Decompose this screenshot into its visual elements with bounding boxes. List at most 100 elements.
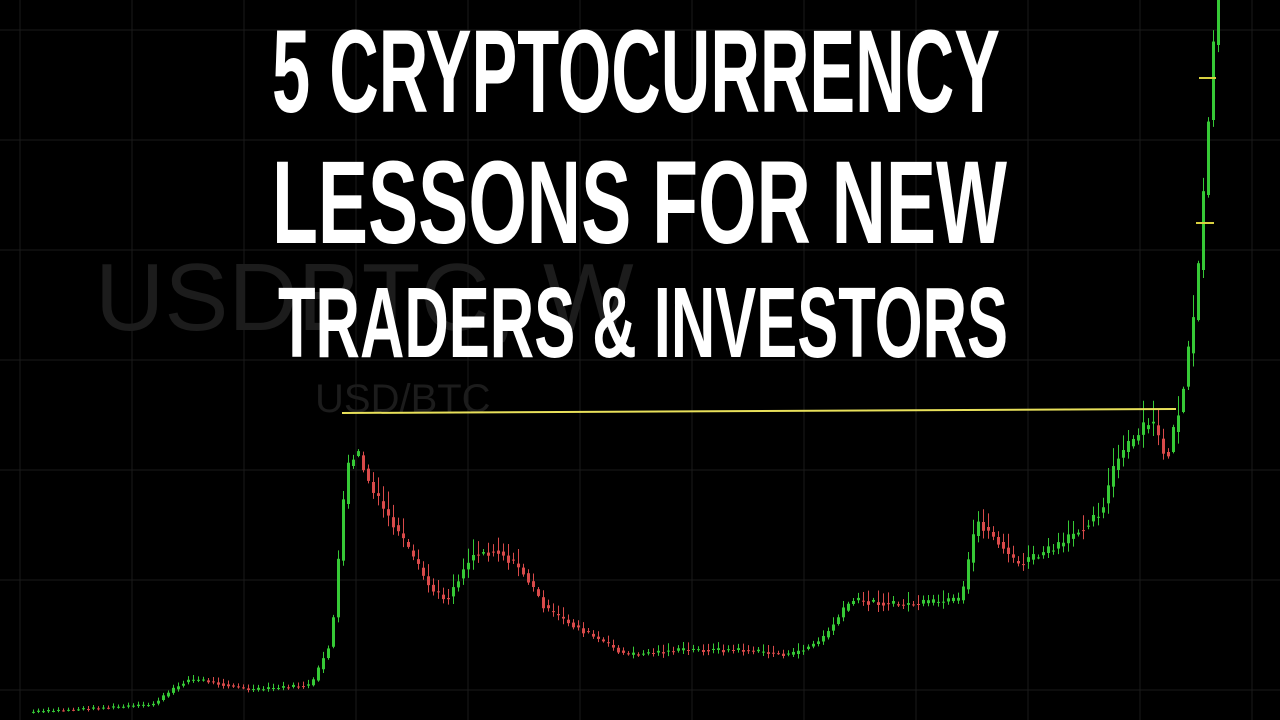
candle-body — [557, 614, 560, 616]
candle-body — [222, 683, 225, 686]
candle-body — [462, 569, 465, 579]
candle-body — [527, 573, 530, 583]
candle-body — [952, 597, 955, 602]
candle-body — [772, 652, 775, 654]
candle-body — [1152, 421, 1155, 424]
candle-body — [867, 601, 870, 605]
candle-body — [132, 705, 135, 707]
candle-body — [1072, 533, 1075, 539]
candle-body — [142, 704, 145, 706]
candle-body — [552, 611, 555, 613]
candle-body — [1112, 466, 1115, 487]
candle-body — [1062, 542, 1065, 547]
candle-body — [942, 601, 945, 603]
candle-body — [1092, 514, 1095, 522]
candle-body — [357, 451, 360, 456]
candle-body — [1007, 547, 1010, 554]
candle-body — [137, 704, 140, 707]
candle-body — [587, 631, 590, 633]
candle-body — [1067, 534, 1070, 544]
candle-body — [187, 679, 190, 683]
candle-body — [682, 648, 685, 651]
candle-body — [927, 600, 930, 604]
candle-body — [97, 708, 100, 710]
candle-body — [267, 687, 270, 689]
candle-body — [687, 650, 690, 651]
candle-body — [47, 710, 50, 712]
candle-body — [122, 706, 125, 708]
candle-body — [912, 604, 915, 606]
candle-body — [967, 559, 970, 590]
candle-body — [982, 522, 985, 531]
candle-body — [1002, 542, 1005, 549]
candle-body — [1147, 425, 1150, 430]
candle-body — [617, 647, 620, 653]
candle-body — [112, 706, 115, 708]
candle-body — [722, 650, 725, 653]
candle-body — [412, 550, 415, 557]
candle-body — [1167, 452, 1170, 457]
candle-body — [422, 567, 425, 576]
candle-body — [957, 597, 960, 601]
candle-body — [432, 584, 435, 592]
title-line: 5 CRYPTOCURRENCY — [272, 6, 1000, 138]
candle-body — [657, 650, 660, 653]
candle-body — [287, 687, 290, 689]
candle-body — [807, 646, 810, 649]
candle-body — [717, 648, 720, 650]
candle-body — [362, 455, 365, 471]
candle-body — [162, 695, 165, 700]
candle-body — [377, 493, 380, 496]
candle-body — [352, 459, 355, 466]
candle-body — [932, 599, 935, 603]
candle-body — [1197, 263, 1200, 320]
candle-body — [882, 602, 885, 606]
candle-body — [817, 641, 820, 644]
candle-body — [737, 648, 740, 650]
candle-body — [517, 563, 520, 568]
candle-body — [712, 648, 715, 650]
candle-body — [172, 687, 175, 693]
candle-body — [1102, 507, 1105, 513]
candle-body — [337, 558, 340, 618]
candle-body — [262, 689, 265, 691]
candle-body — [732, 650, 735, 651]
candle-body — [1117, 458, 1120, 470]
watermark-symbol: USDBTC, W — [95, 244, 634, 351]
candle-body — [1037, 557, 1040, 559]
candle-body — [207, 680, 210, 683]
candle-body — [242, 687, 245, 689]
candle-body — [397, 525, 400, 532]
candlesticks — [32, 0, 1220, 714]
candle-body — [1082, 530, 1085, 532]
candle-body — [77, 709, 80, 711]
candle-body — [532, 581, 535, 588]
candle-body — [1132, 438, 1135, 447]
candle-body — [1022, 564, 1025, 566]
candle-body — [157, 700, 160, 704]
candle-body — [217, 682, 220, 685]
candle-body — [877, 602, 880, 605]
candle-body — [1097, 516, 1100, 518]
candle-body — [1137, 435, 1140, 441]
candle-body — [512, 559, 515, 561]
candle-body — [252, 689, 255, 691]
candle-body — [467, 562, 470, 570]
candle-body — [827, 631, 830, 638]
candle-body — [437, 591, 440, 593]
candle-body — [147, 705, 150, 707]
candle-body — [702, 650, 705, 653]
candle-body — [692, 648, 695, 650]
candle-body — [647, 652, 650, 654]
candle-body — [792, 651, 795, 655]
candle-body — [1047, 546, 1050, 553]
candle-body — [192, 679, 195, 681]
candle-body — [1077, 532, 1080, 535]
candle-body — [947, 598, 950, 602]
candle-body — [782, 653, 785, 656]
candle-body — [387, 509, 390, 516]
candle-body — [917, 604, 920, 605]
candle-body — [447, 598, 450, 600]
candle-body — [1017, 561, 1020, 564]
candle-body — [1142, 422, 1145, 435]
